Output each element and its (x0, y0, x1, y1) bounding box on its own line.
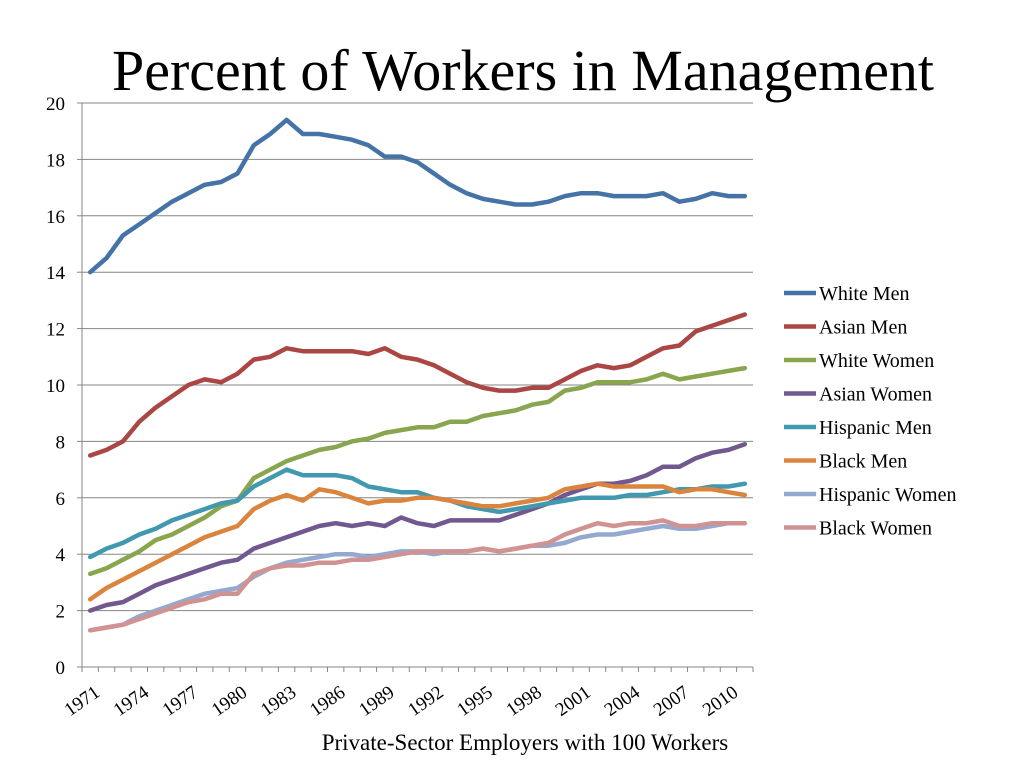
y-tick-label: 12 (46, 320, 65, 341)
y-tick-label: 0 (56, 658, 66, 679)
x-tick-label: 1974 (110, 682, 154, 721)
chart-title: Percent of Workers in Management (111, 38, 935, 103)
y-tick-label: 14 (46, 263, 66, 284)
legend-label-black-men: Black Men (819, 451, 907, 473)
y-tick-label: 10 (46, 376, 65, 397)
legend-label-hispanic-men: Hispanic Men (819, 417, 932, 439)
y-tick-label: 6 (56, 489, 66, 510)
x-tick-label: 1980 (208, 682, 251, 721)
x-tick-label: 1989 (355, 682, 398, 721)
x-tick-label: 1977 (159, 682, 202, 721)
x-tick-label: 2007 (650, 682, 693, 721)
x-tick-label: 1992 (404, 682, 447, 721)
series-line-black-women (87, 518, 748, 633)
series-line-asian-women (87, 441, 748, 613)
y-tick-label: 4 (56, 545, 66, 566)
x-tick-label: 1971 (61, 682, 104, 721)
series-line-asian-men (87, 312, 748, 458)
legend: White Men Asian Men White Women Asian Women… (784, 283, 956, 540)
legend-label-asian-men: Asian Men (819, 317, 907, 339)
y-tick-label: 8 (56, 432, 66, 453)
x-tick-label: 1983 (257, 682, 300, 721)
gridlines (82, 102, 753, 612)
series-line-black-men (87, 481, 748, 602)
y-tick-label: 16 (46, 207, 65, 228)
legend-label-asian-women: Asian Women (819, 384, 932, 406)
series-line-white-men (87, 117, 748, 275)
legend-label-white-men: White Men (819, 283, 910, 305)
y-tick-label: 2 (56, 602, 66, 623)
legend-label-white-women: White Women (819, 350, 934, 372)
x-tick-label: 2004 (601, 682, 645, 721)
y-tick-label: 20 (46, 94, 65, 115)
x-tick-label: 2001 (552, 682, 595, 721)
x-tick-label: 1995 (453, 682, 496, 721)
series-line-white-women (87, 365, 748, 577)
x-tick-label: 1998 (503, 682, 546, 721)
series-line-hispanic-women (87, 520, 748, 633)
y-tick-label: 18 (46, 150, 65, 171)
x-tick-label: 2010 (699, 682, 742, 721)
legend-label-hispanic-women: Hispanic Women (819, 484, 956, 506)
series-lines (87, 117, 748, 633)
series-line-hispanic-men (87, 467, 748, 560)
x-axis-label: Private-Sector Employers with 100 Worker… (321, 730, 729, 755)
x-tick-label: 1986 (306, 682, 349, 721)
legend-label-black-women: Black Women (819, 518, 932, 540)
